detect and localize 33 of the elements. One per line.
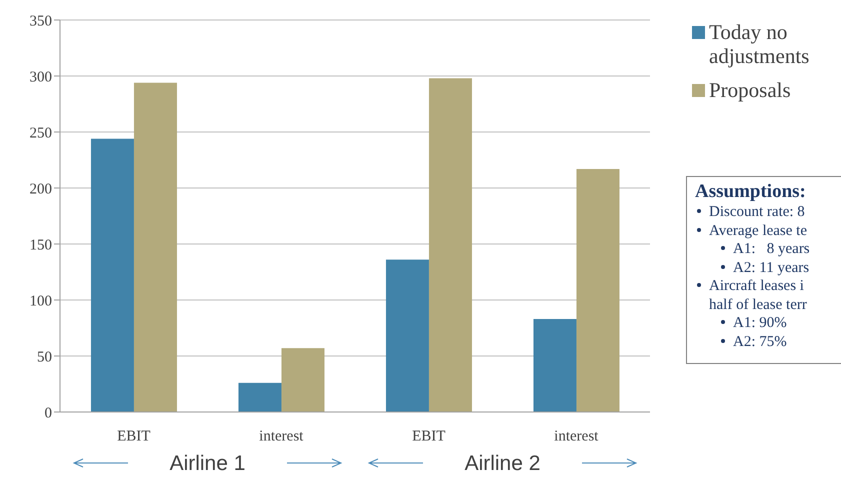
- y-tick-label: 0: [44, 405, 52, 422]
- y-tick-label: 50: [37, 349, 52, 366]
- legend-label: Proposals: [709, 78, 791, 102]
- x-tick-label: EBIT: [117, 428, 150, 445]
- bar: [533, 319, 576, 412]
- bar: [90, 138, 134, 412]
- text: A1: 90%: [732, 314, 788, 332]
- x-tick-label: interest: [259, 428, 304, 445]
- bar: [238, 382, 282, 412]
- text: Airline 2: [464, 452, 540, 475]
- text: A1: 8 years: [732, 240, 811, 258]
- bar: [428, 78, 472, 412]
- y-tick-label: 200: [30, 181, 52, 198]
- y-tick-label: 100: [30, 293, 52, 310]
- text: Aircraft leases i: [708, 277, 805, 296]
- bar: [386, 260, 429, 412]
- bar: [281, 348, 324, 412]
- y-tick-label: 300: [30, 69, 52, 86]
- x-tick-label: interest: [554, 428, 600, 445]
- text: A2: 11 years: [732, 258, 810, 277]
- text: Discount rate: 8: [708, 203, 806, 222]
- text: Airline 1: [170, 452, 246, 475]
- bar: [576, 168, 620, 412]
- text: A2: 75%: [732, 332, 788, 351]
- x-tick-label: EBIT: [412, 428, 446, 445]
- y-tick-label: 350: [30, 13, 52, 30]
- bar: [134, 82, 177, 412]
- legend-label: Today no adjustments: [709, 20, 810, 68]
- text: Assumptions:: [695, 181, 807, 203]
- text: half of lease terr: [708, 296, 808, 314]
- text: Average lease te: [708, 222, 808, 240]
- y-tick-label: 250: [30, 125, 52, 142]
- y-tick-label: 150: [30, 237, 52, 254]
